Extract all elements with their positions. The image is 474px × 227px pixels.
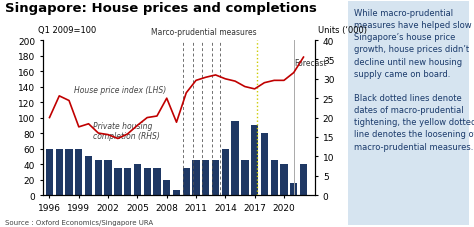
Bar [153,168,161,195]
Bar [173,191,180,195]
Bar [231,122,239,195]
Text: Forecast: Forecast [295,59,327,68]
Bar [280,164,288,195]
Bar [85,157,92,195]
Bar [182,168,190,195]
Bar [55,149,63,195]
Bar [104,160,112,195]
Text: Private housing
completion (RHS): Private housing completion (RHS) [93,121,160,141]
Bar [290,184,297,195]
Text: Units (‘000): Units (‘000) [318,26,366,35]
Bar [114,168,121,195]
Bar [261,133,268,195]
Text: While macro-prudential
measures have helped slow
Singapore’s house price
growth,: While macro-prudential measures have hel… [355,9,474,151]
Bar [95,160,102,195]
Bar [271,160,278,195]
Bar [124,168,131,195]
Bar [75,149,82,195]
Bar [65,149,73,195]
Bar [251,126,258,195]
Bar [163,180,170,195]
Text: Q1 2009=100: Q1 2009=100 [38,26,96,35]
Bar [192,160,200,195]
Text: Source : Oxford Economics/Singapore URA: Source : Oxford Economics/Singapore URA [5,219,153,225]
Bar [222,149,229,195]
Bar [46,149,53,195]
Bar [202,160,210,195]
Text: Singapore: House prices and completions: Singapore: House prices and completions [5,2,317,15]
Bar [300,164,307,195]
Text: House price index (LHS): House price index (LHS) [74,86,166,95]
Bar [144,168,151,195]
Bar [241,160,248,195]
Bar [134,164,141,195]
Bar [212,160,219,195]
Text: Marco-prudential measures: Marco-prudential measures [151,28,256,37]
